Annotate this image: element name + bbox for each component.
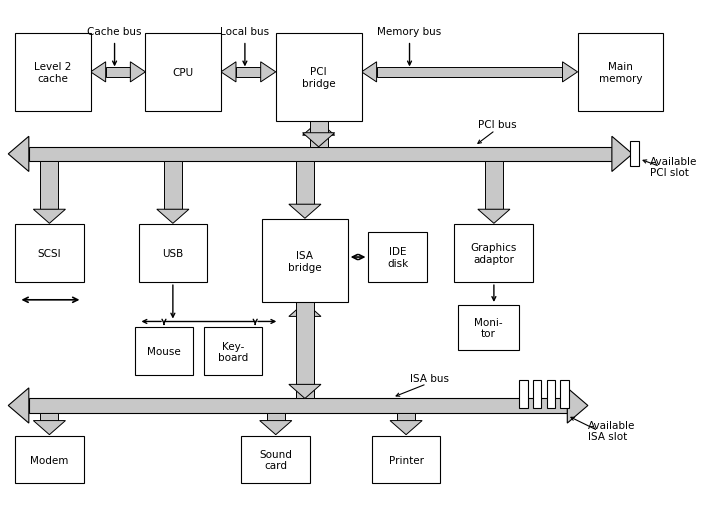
Polygon shape	[8, 388, 29, 423]
Polygon shape	[310, 136, 328, 147]
Polygon shape	[296, 162, 314, 205]
Polygon shape	[260, 421, 292, 435]
Polygon shape	[361, 63, 376, 83]
Text: Available
PCI slot: Available PCI slot	[650, 157, 697, 178]
Polygon shape	[376, 68, 563, 78]
FancyBboxPatch shape	[369, 232, 426, 283]
Text: Modem: Modem	[30, 454, 68, 465]
Text: Available
ISA slot: Available ISA slot	[588, 420, 635, 441]
Text: Level 2
cache: Level 2 cache	[34, 62, 71, 84]
Polygon shape	[310, 122, 328, 133]
Polygon shape	[40, 413, 59, 421]
FancyBboxPatch shape	[561, 381, 568, 408]
FancyBboxPatch shape	[372, 436, 441, 483]
Polygon shape	[478, 210, 510, 224]
Polygon shape	[397, 413, 415, 421]
Polygon shape	[289, 302, 321, 317]
Polygon shape	[29, 147, 612, 162]
Text: Sound
card: Sound card	[259, 449, 292, 471]
Polygon shape	[90, 63, 106, 83]
Text: CPU: CPU	[172, 68, 193, 78]
Text: Printer: Printer	[388, 454, 424, 465]
FancyBboxPatch shape	[15, 225, 84, 283]
Text: ISA bus: ISA bus	[409, 373, 448, 383]
Polygon shape	[106, 68, 131, 78]
Text: ISA
bridge: ISA bridge	[288, 250, 322, 272]
Text: Local bus: Local bus	[220, 27, 270, 36]
Polygon shape	[568, 388, 588, 423]
FancyBboxPatch shape	[630, 142, 640, 167]
FancyBboxPatch shape	[546, 381, 555, 408]
Polygon shape	[289, 385, 321, 398]
Polygon shape	[131, 63, 145, 83]
Text: SCSI: SCSI	[37, 249, 61, 259]
FancyBboxPatch shape	[15, 34, 90, 112]
Text: Key-
board: Key- board	[217, 341, 248, 363]
FancyBboxPatch shape	[135, 328, 193, 376]
FancyBboxPatch shape	[578, 34, 664, 112]
Polygon shape	[29, 398, 568, 413]
Text: Main
memory: Main memory	[599, 62, 642, 84]
FancyBboxPatch shape	[262, 220, 348, 302]
Polygon shape	[303, 122, 335, 136]
Text: IDE
disk: IDE disk	[387, 247, 408, 268]
Text: PCI
bridge: PCI bridge	[302, 67, 335, 89]
Text: Cache bus: Cache bus	[88, 27, 142, 36]
FancyBboxPatch shape	[241, 436, 310, 483]
Text: Graphics
adaptor: Graphics adaptor	[470, 243, 517, 265]
Polygon shape	[33, 210, 66, 224]
Text: Memory bus: Memory bus	[378, 27, 442, 36]
FancyBboxPatch shape	[138, 225, 207, 283]
FancyBboxPatch shape	[454, 225, 533, 283]
Polygon shape	[485, 162, 503, 210]
Text: PCI bus: PCI bus	[478, 120, 517, 129]
FancyBboxPatch shape	[520, 381, 527, 408]
FancyBboxPatch shape	[204, 328, 262, 376]
Polygon shape	[33, 421, 66, 435]
Polygon shape	[289, 205, 321, 219]
Text: USB: USB	[162, 249, 184, 259]
Polygon shape	[164, 162, 181, 210]
Polygon shape	[390, 421, 422, 435]
Polygon shape	[8, 137, 29, 172]
FancyBboxPatch shape	[533, 381, 542, 408]
Polygon shape	[267, 413, 285, 421]
FancyBboxPatch shape	[276, 34, 361, 122]
Polygon shape	[236, 68, 261, 78]
Polygon shape	[157, 210, 189, 224]
Text: Mouse: Mouse	[148, 347, 181, 357]
Polygon shape	[303, 133, 335, 147]
Polygon shape	[296, 302, 314, 385]
FancyBboxPatch shape	[15, 436, 84, 483]
Text: Moni-
tor: Moni- tor	[474, 317, 503, 339]
Polygon shape	[261, 63, 276, 83]
Polygon shape	[40, 162, 59, 210]
FancyBboxPatch shape	[145, 34, 221, 112]
Polygon shape	[296, 317, 314, 398]
FancyBboxPatch shape	[457, 305, 520, 350]
Polygon shape	[563, 63, 578, 83]
Polygon shape	[221, 63, 236, 83]
Polygon shape	[612, 137, 633, 172]
